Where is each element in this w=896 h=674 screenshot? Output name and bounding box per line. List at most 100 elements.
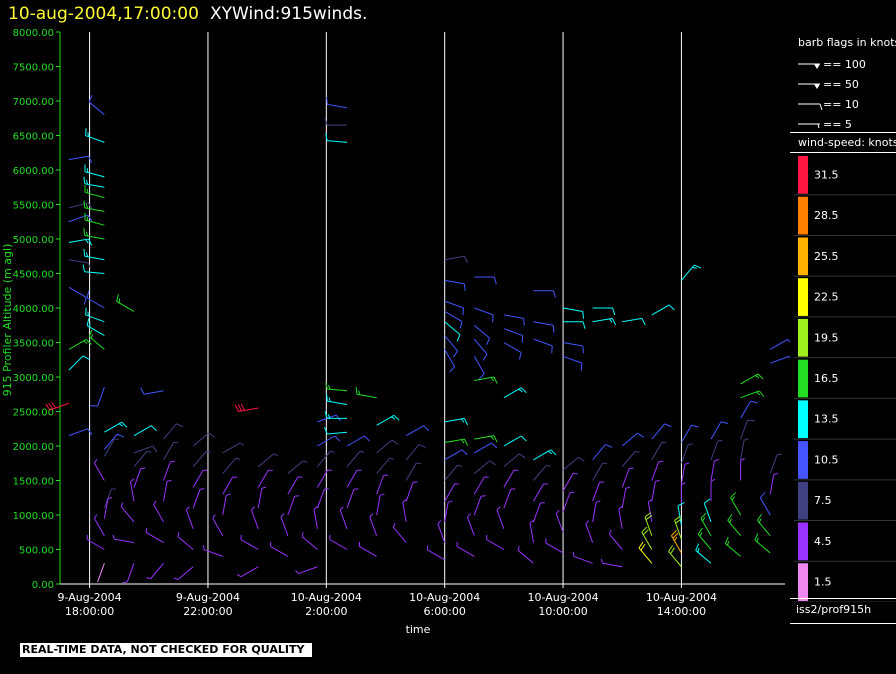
wind-barb <box>222 476 238 495</box>
wind-barb <box>651 304 675 316</box>
barb-flag <box>582 321 586 329</box>
barb-flag <box>714 459 719 462</box>
barb-flag <box>754 533 759 541</box>
barb-staff <box>68 202 89 209</box>
wind-barb <box>474 442 498 454</box>
barb-flag <box>237 404 242 412</box>
wind-barb <box>641 526 653 550</box>
barb-flag <box>413 481 418 483</box>
wind-barb <box>120 502 135 523</box>
wind-barb <box>533 290 556 298</box>
wind-barb <box>503 387 527 399</box>
wind-barb <box>503 435 527 447</box>
barb-staff <box>740 400 752 419</box>
barb-flag <box>655 479 660 482</box>
speed-label: 25.5 <box>814 250 839 263</box>
barb-flag <box>670 547 675 555</box>
barb-staff <box>427 549 445 561</box>
barb-staff <box>769 474 775 495</box>
wind-barb <box>647 499 653 522</box>
barb-staff <box>287 460 304 474</box>
barb-staff <box>327 388 348 392</box>
barb-flag <box>551 345 553 354</box>
wind-barb <box>532 502 545 523</box>
wind-barb <box>133 445 158 454</box>
wind-barb <box>346 469 362 488</box>
barb-flag <box>116 294 119 302</box>
barb-flag <box>674 536 678 542</box>
wind-barb <box>533 464 551 481</box>
barb-staff <box>316 489 325 509</box>
barb-flag <box>658 460 664 463</box>
wind-barb <box>90 387 105 407</box>
barb-staff <box>677 505 682 526</box>
y-tick-label: 4500.00 <box>13 270 54 281</box>
barb-staff <box>727 520 741 537</box>
wind-barb <box>759 492 771 516</box>
barb-flag <box>605 444 613 448</box>
barb-flag <box>449 366 456 373</box>
wind-barb <box>503 453 526 468</box>
wind-barb <box>680 482 686 505</box>
barb-staff <box>503 469 515 488</box>
barb-staff <box>222 457 236 474</box>
barb-flag <box>140 387 145 395</box>
barb-flag <box>328 397 331 402</box>
wind-barb <box>592 444 613 461</box>
x-tick-time: 2:00:00 <box>305 605 347 618</box>
wind-barb <box>325 381 348 392</box>
barb-staff <box>327 400 348 406</box>
barb-staff <box>346 451 361 468</box>
wind-barb <box>562 307 585 319</box>
barb-flag <box>490 435 495 441</box>
barb-flag <box>756 391 761 396</box>
barb-staff <box>697 533 712 550</box>
barb-flag <box>493 376 498 384</box>
wind-barb <box>444 464 463 481</box>
barb-staff <box>177 566 194 580</box>
barb-staff <box>562 307 583 312</box>
y-tick-label: 0.00 <box>32 580 54 591</box>
barb-flag <box>582 345 585 354</box>
barb-flag <box>546 464 551 467</box>
speed-swatch <box>798 441 808 479</box>
wind-barb <box>710 421 729 440</box>
wind-barb <box>727 514 741 537</box>
wind-barb <box>562 473 578 492</box>
wind-barb <box>405 425 430 437</box>
barb-staff <box>86 297 105 309</box>
barb-flag <box>152 445 158 453</box>
barb-staff <box>86 325 105 337</box>
wind-barb <box>295 566 318 575</box>
barb-flag <box>520 435 527 442</box>
barb-staff <box>444 349 456 367</box>
barb-staff <box>177 536 194 550</box>
speed-swatch <box>798 563 808 601</box>
barb-flag <box>671 530 677 536</box>
barb-staff <box>192 432 209 447</box>
barb-flag <box>684 462 690 465</box>
barb-flag <box>486 337 491 345</box>
barb-staff <box>203 549 223 557</box>
wind-barb <box>444 321 461 342</box>
wind-barb <box>133 425 157 437</box>
barb-flag <box>261 486 267 489</box>
barb-flag <box>85 179 89 185</box>
speed-swatch <box>798 156 808 194</box>
wind-barb <box>339 506 348 529</box>
barb-flag <box>87 214 93 222</box>
wind-barb <box>326 393 348 406</box>
wind-barb <box>236 566 259 578</box>
barb-staff <box>86 539 105 550</box>
wind-barb <box>346 435 370 447</box>
barb-staff <box>104 421 122 433</box>
barb-flag <box>518 453 526 459</box>
barb-flag <box>82 355 90 360</box>
barb-flag <box>51 401 57 409</box>
legend-divider <box>790 623 896 624</box>
barb-staff <box>97 563 105 583</box>
barb-staff <box>153 504 165 523</box>
barb-flag <box>540 502 545 504</box>
barb-flag <box>239 442 245 446</box>
barb-flag <box>608 318 613 323</box>
